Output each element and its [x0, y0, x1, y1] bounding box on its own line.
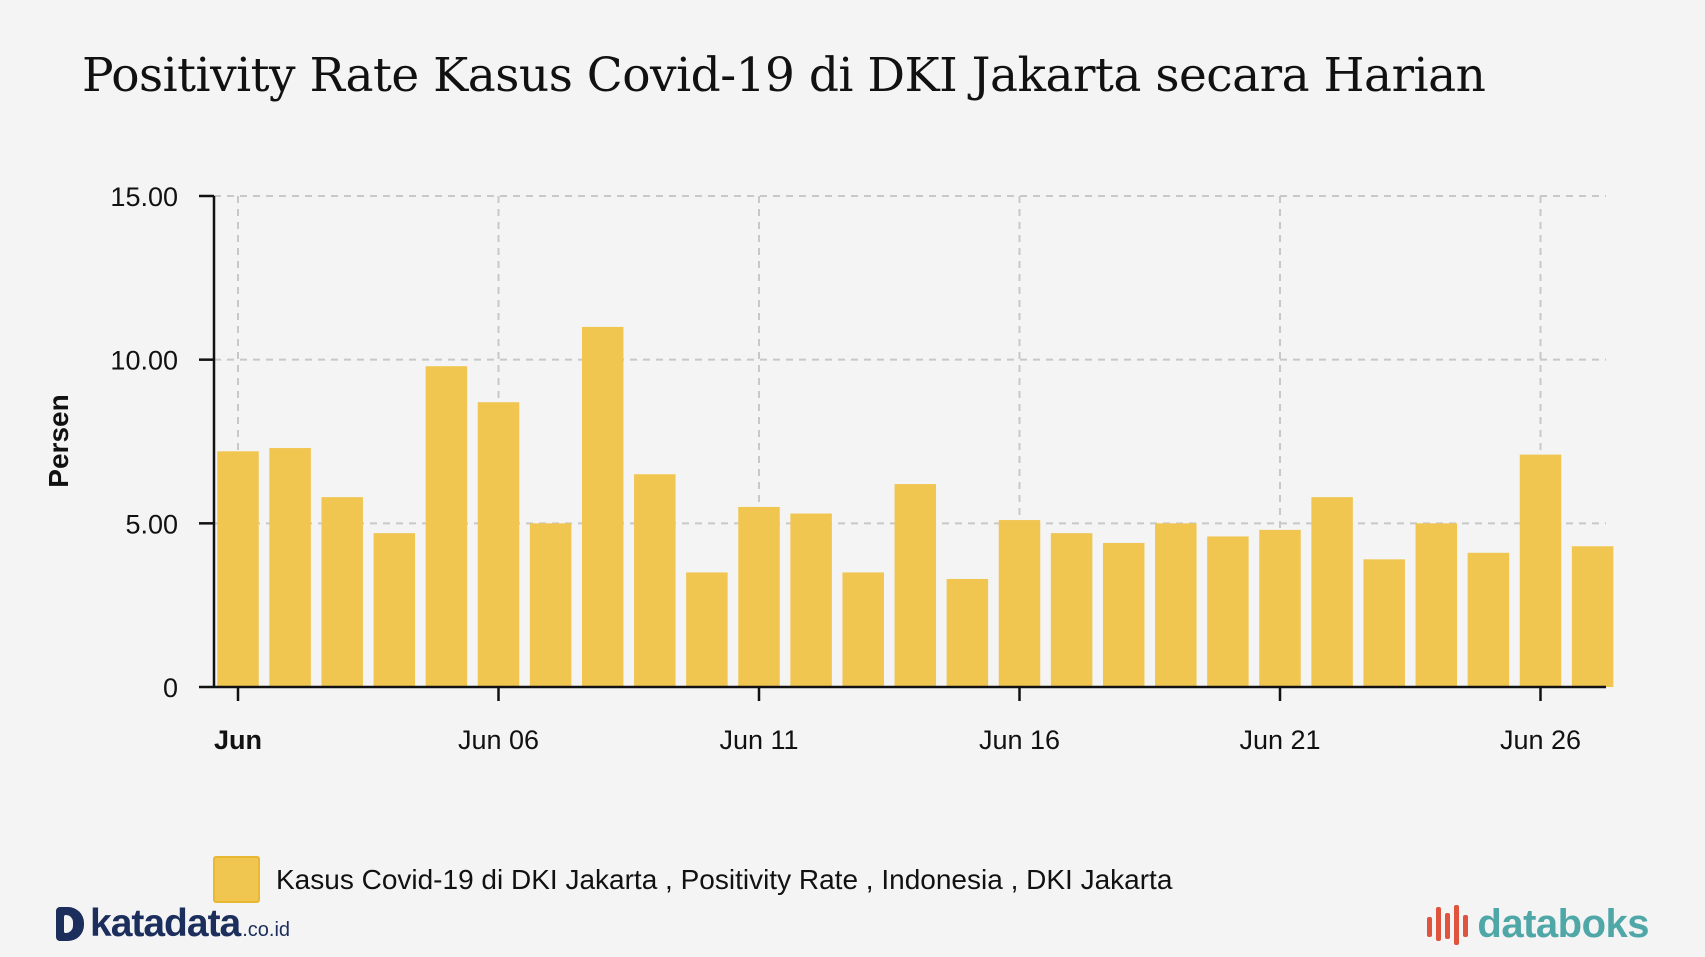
y-tick-label: 15.00 [110, 182, 178, 212]
databoks-icon-bar [1436, 906, 1442, 941]
bar [1207, 536, 1249, 687]
bar [894, 484, 937, 687]
axes [212, 196, 1606, 689]
legend-swatch [213, 856, 260, 903]
x-tick-label: Jun 11 [719, 725, 798, 755]
databoks-logo-icon [1427, 904, 1469, 945]
katadata-logo-icon [56, 907, 84, 941]
bar [321, 497, 363, 687]
bar [1571, 546, 1614, 687]
bar [686, 572, 728, 687]
x-tick-label: Jun 16 [979, 725, 1060, 755]
y-axis-title: Persen [43, 394, 74, 487]
bar [1050, 533, 1093, 687]
databoks-logo-text: databoks [1477, 902, 1649, 946]
bars [217, 326, 1614, 687]
bar [1363, 559, 1405, 687]
x-tick-label: Jun 06 [458, 725, 539, 755]
katadata-logo: katadata .co.id [56, 902, 290, 946]
bar [1259, 529, 1301, 687]
bar [1102, 542, 1145, 687]
databoks-icon-bar [1463, 914, 1469, 937]
x-tick-label: Jun [214, 725, 262, 755]
bar [946, 578, 989, 687]
bar [1311, 497, 1353, 687]
bar [634, 474, 676, 687]
y-tick-label: 10.00 [110, 346, 178, 376]
bar [1415, 523, 1458, 687]
databoks-logo: databoks [1425, 902, 1649, 947]
bar [842, 572, 884, 687]
bar [790, 513, 832, 687]
y-axis-ticks: 0 5.00 10.00 15.00 [110, 182, 214, 703]
katadata-logo-text: katadata [90, 902, 241, 945]
databoks-icon-bar [1427, 916, 1433, 937]
legend-label: Kasus Covid-19 di DKI Jakarta , Positivi… [276, 863, 1173, 895]
bar [1467, 552, 1510, 687]
y-tick-label: 0 [163, 673, 178, 703]
bar [1155, 523, 1197, 687]
bar [477, 402, 520, 687]
legend: Kasus Covid-19 di DKI Jakarta , Positivi… [213, 856, 1172, 903]
y-tick-label: 5.00 [125, 509, 178, 539]
bar [269, 448, 311, 687]
bar [217, 451, 259, 687]
bar [998, 520, 1041, 687]
bar [529, 523, 572, 687]
x-tick-label: Jun 26 [1500, 725, 1581, 755]
x-axis-ticks: Jun Jun 06 Jun 11 Jun 16 Jun 21 Jun 26 [214, 687, 1581, 755]
x-tick-label: Jun 21 [1239, 725, 1320, 755]
bar [425, 366, 468, 687]
bar [581, 326, 624, 687]
bar [1519, 454, 1562, 687]
chart-title: Positivity Rate Kasus Covid-19 di DKI Ja… [82, 48, 1486, 103]
bar [373, 533, 416, 687]
databoks-icon-bar [1445, 912, 1451, 939]
katadata-logo-suffix: .co.id [242, 919, 291, 941]
bar [738, 506, 780, 687]
databoks-icon-bar [1454, 904, 1460, 945]
